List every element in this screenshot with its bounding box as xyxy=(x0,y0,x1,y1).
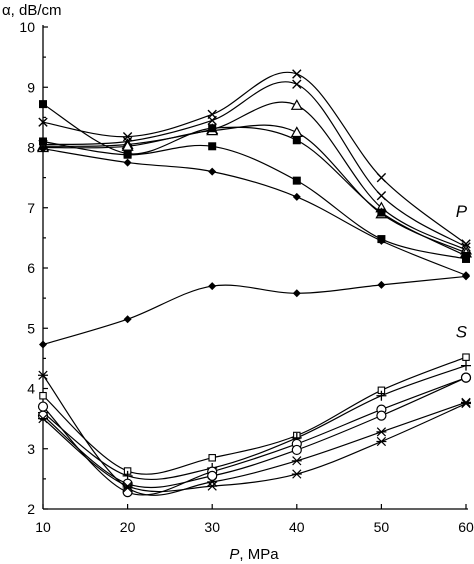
x-tick-label: 60 xyxy=(458,519,474,535)
x-tick-label: 20 xyxy=(120,519,136,535)
data-point-diamond xyxy=(377,236,386,245)
series-line-8 xyxy=(42,275,467,346)
data-point-asterisk xyxy=(291,469,302,479)
y-tick-label: 10 xyxy=(19,19,35,35)
y-tick-label: 8 xyxy=(27,140,35,156)
series-line-3 xyxy=(42,101,467,251)
x-tick-label: 10 xyxy=(35,519,51,535)
data-point-triangle xyxy=(290,99,303,110)
x-tick-label: 40 xyxy=(289,519,305,535)
data-point-asterisk xyxy=(38,370,48,380)
series-line-13 xyxy=(42,374,467,496)
data-point-square xyxy=(208,142,217,151)
axes: 10 20 30 40 50 60 2 3 4 5 6 7 8 9 10 xyxy=(19,19,474,535)
data-point-asterisk xyxy=(461,398,471,409)
y-tick-label: 7 xyxy=(27,200,35,216)
data-point-asterisk xyxy=(122,483,133,493)
data-point-cross xyxy=(292,69,302,79)
data-point-circle xyxy=(207,470,218,481)
y-tick-label: 5 xyxy=(27,320,35,336)
data-point-circle xyxy=(291,444,302,456)
data-point-diamond xyxy=(39,144,47,153)
data-point-square xyxy=(39,137,47,146)
series-lines xyxy=(42,71,467,496)
data-point-plus xyxy=(461,360,471,371)
data-point-square xyxy=(292,136,301,145)
y-tick-label: 4 xyxy=(27,381,35,397)
data-point-square-small xyxy=(462,353,470,361)
series-line-6 xyxy=(42,140,467,260)
data-point-cross xyxy=(376,172,387,183)
series-line-7 xyxy=(42,148,467,276)
y-tick-label: 3 xyxy=(27,441,35,457)
x-tick-label: 30 xyxy=(204,519,220,535)
data-point-square xyxy=(292,176,301,185)
data-point-circle xyxy=(37,401,49,412)
data-point-cross xyxy=(376,191,387,201)
x-axis-label-unit: , MPa xyxy=(239,546,279,563)
x-tick-label: 50 xyxy=(374,519,390,535)
data-point-cross xyxy=(292,79,302,89)
data-point-circle xyxy=(460,372,472,383)
data-point-square xyxy=(377,208,386,217)
data-point-cross xyxy=(207,115,217,126)
series-line-10 xyxy=(42,365,467,481)
data-point-plus xyxy=(376,390,387,401)
data-point-asterisk xyxy=(376,436,387,447)
data-point-asterisk xyxy=(461,397,471,407)
data-point-asterisk xyxy=(207,481,218,491)
series-line-12 xyxy=(42,377,467,489)
series-line-9 xyxy=(42,356,467,475)
data-point-diamond xyxy=(292,192,301,201)
data-point-diamond xyxy=(462,272,470,281)
series-line-11 xyxy=(42,377,467,496)
x-axis-label: P, MPa xyxy=(229,546,279,563)
series-markers xyxy=(36,69,473,498)
data-point-square xyxy=(39,100,47,109)
data-point-circle xyxy=(376,410,387,421)
data-point-square xyxy=(123,150,132,159)
data-point-triangle xyxy=(290,126,303,138)
data-point-asterisk xyxy=(376,427,387,437)
series-line-5 xyxy=(42,103,467,257)
data-point-square-small xyxy=(39,391,47,400)
series-line-1 xyxy=(42,71,467,245)
data-point-asterisk xyxy=(38,414,48,424)
data-point-asterisk xyxy=(122,481,133,491)
y-tick-label: 9 xyxy=(27,79,35,95)
data-point-square xyxy=(462,254,470,263)
data-point-diamond xyxy=(39,340,47,349)
y-tick-label: 2 xyxy=(27,501,35,517)
y-axis-label: α, dB/cm xyxy=(2,2,62,19)
data-point-asterisk xyxy=(291,456,302,466)
annotations: PS xyxy=(456,202,468,342)
data-point-square xyxy=(208,124,217,133)
data-point-diamond xyxy=(123,315,132,324)
annotation-s: S xyxy=(456,322,468,341)
data-point-diamond xyxy=(377,280,386,289)
annotation-p: P xyxy=(456,202,468,221)
data-point-diamond xyxy=(208,282,217,291)
y-tick-label: 6 xyxy=(27,260,35,276)
data-point-diamond xyxy=(292,289,301,298)
x-axis-label-var: P xyxy=(229,546,239,563)
data-point-cross xyxy=(38,117,48,127)
data-point-diamond xyxy=(208,167,217,176)
series-line-4 xyxy=(42,124,467,254)
data-point-square-small xyxy=(208,454,216,462)
data-point-circle xyxy=(37,410,49,421)
series-line-14 xyxy=(42,403,467,493)
data-point-asterisk xyxy=(207,477,218,487)
data-point-diamond xyxy=(123,158,132,167)
